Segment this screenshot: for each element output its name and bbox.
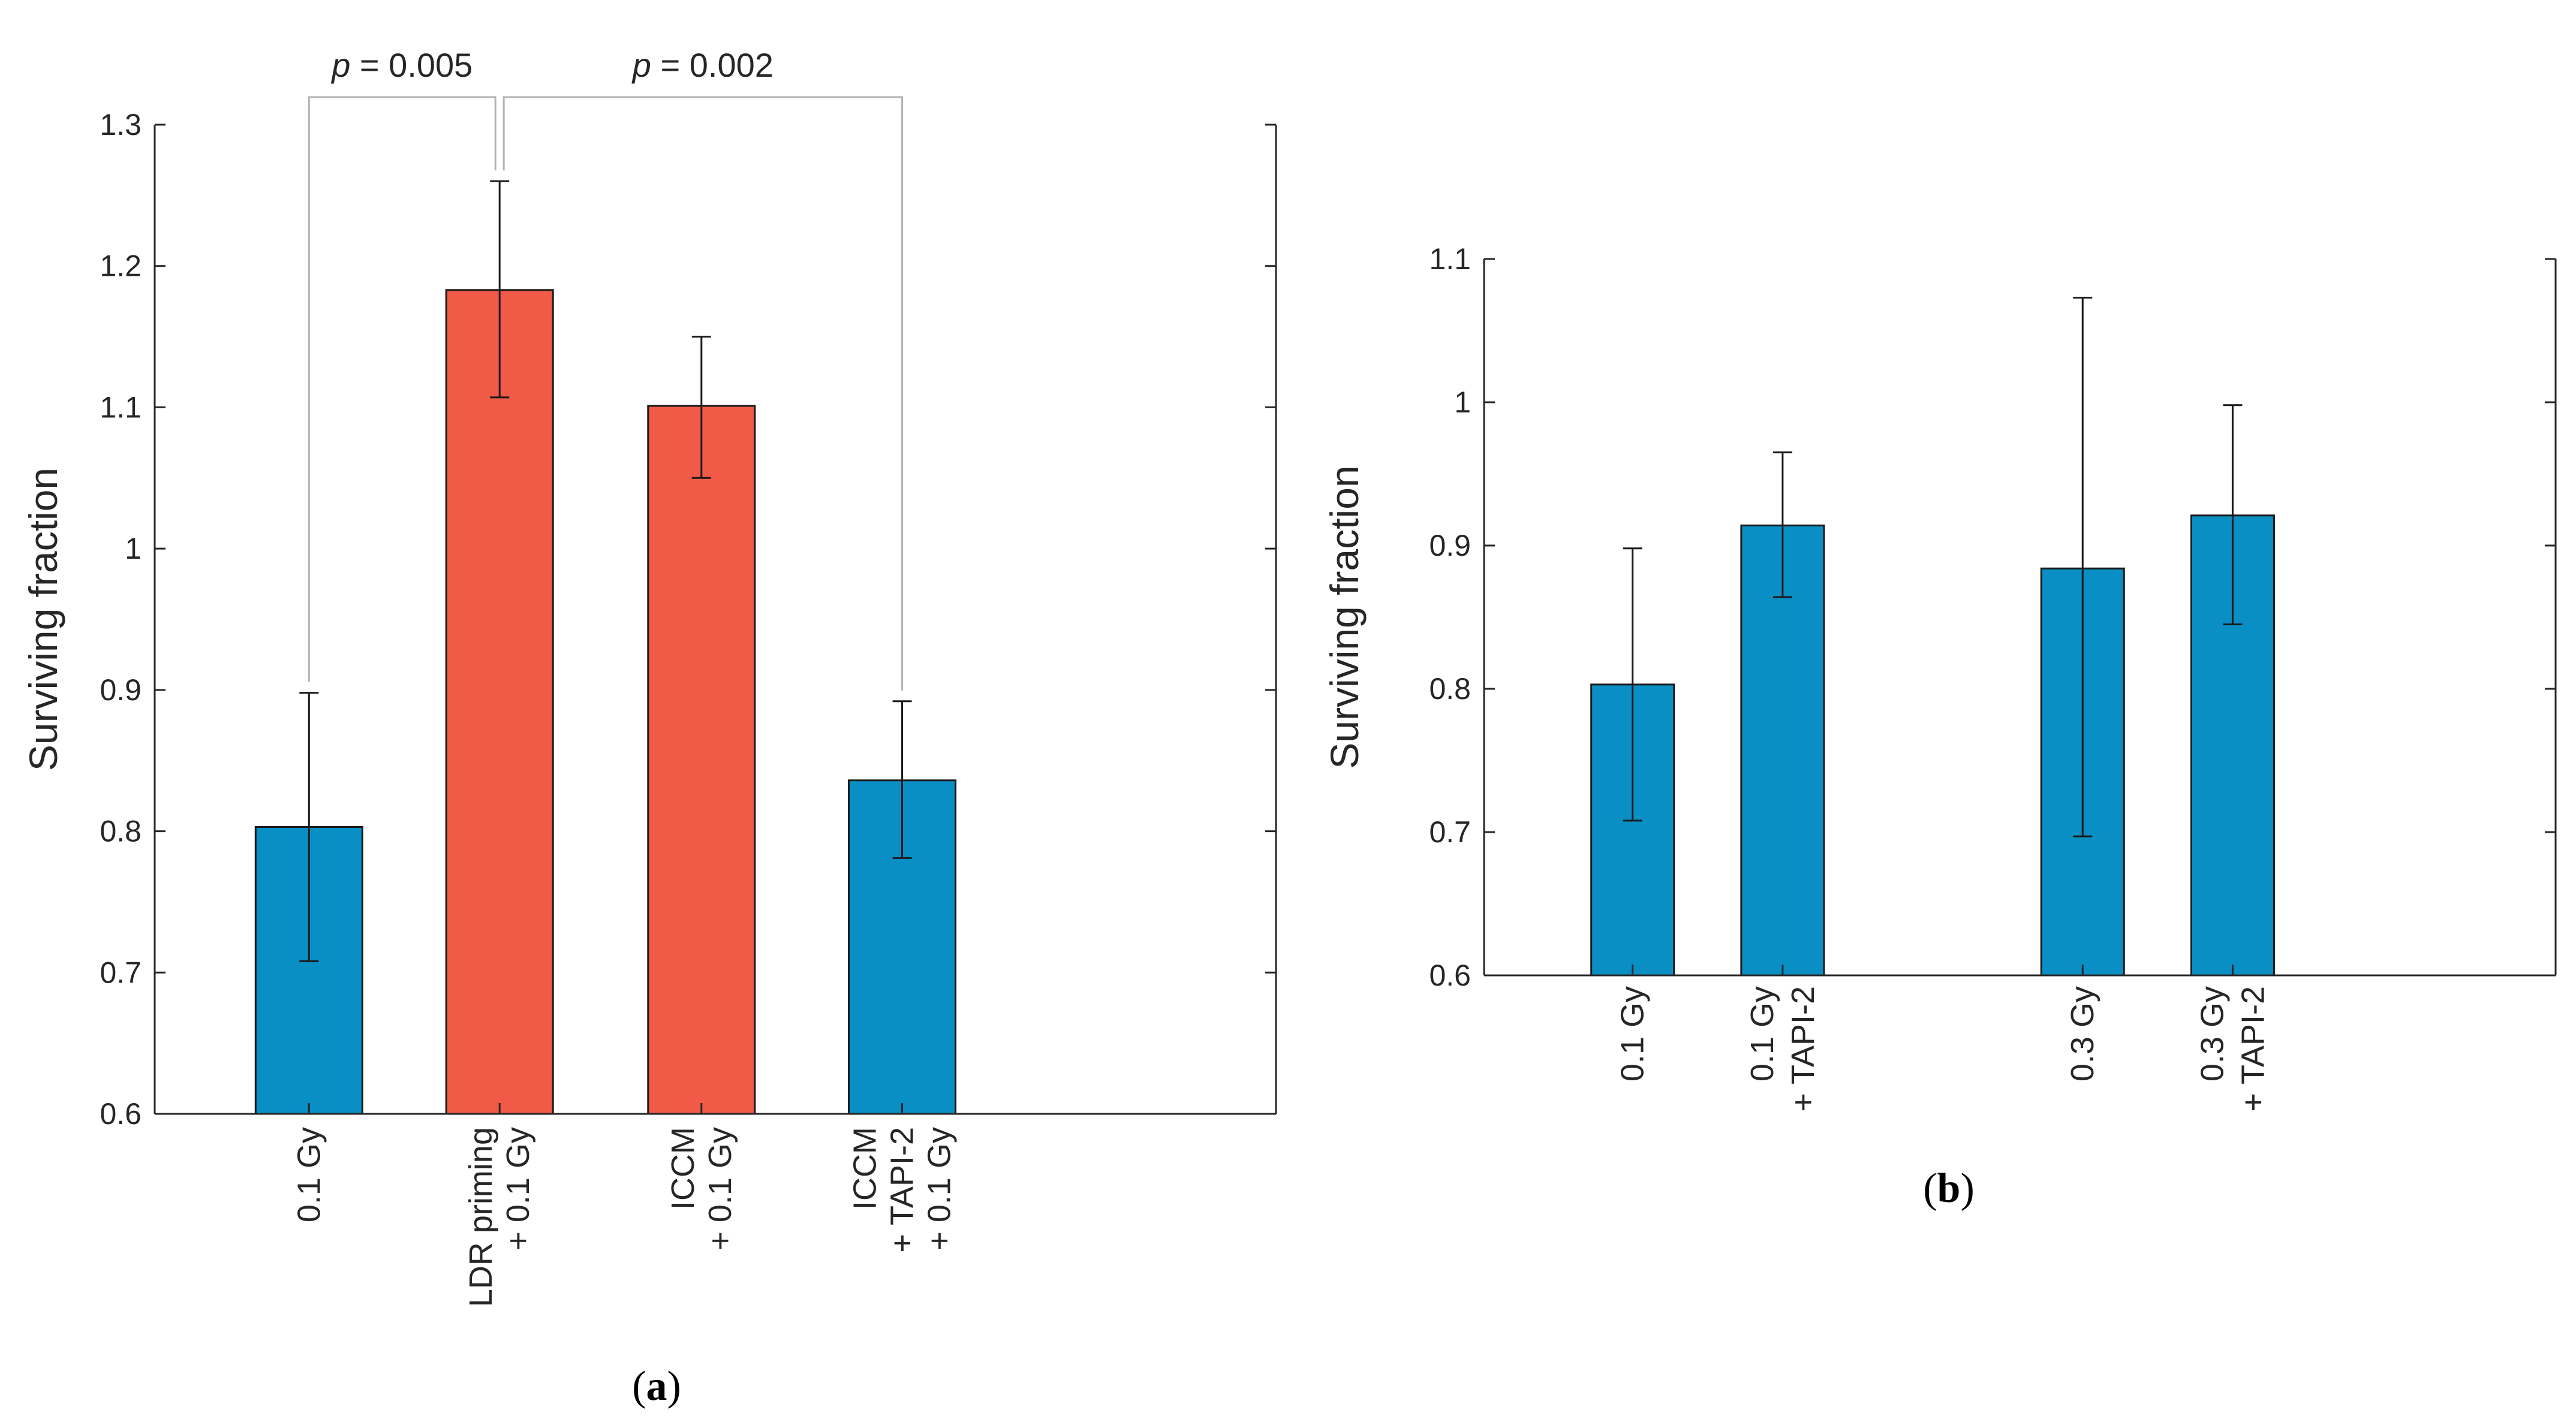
category-label-3-line-1: ICCM bbox=[665, 1127, 701, 1210]
category-label-2-line-1: 0.1 Gy bbox=[1744, 986, 1780, 1081]
error-bar-3 bbox=[2073, 297, 2093, 837]
panel-a-chart: 0.6 0.7 0.8 0.9 1 1.1 1.2 1.3 Surviving fraction… bbox=[21, 46, 1277, 1409]
p-value-label-1: p = 0.005 bbox=[330, 46, 473, 84]
category-label-2-line-2: + 0.1 Gy bbox=[500, 1127, 536, 1251]
y-tick-label-4: 1 bbox=[1454, 385, 1471, 419]
bar-2 bbox=[1740, 525, 1825, 977]
error-bar-4 bbox=[2223, 404, 2243, 625]
p-value-symbol-1: p bbox=[330, 46, 350, 84]
significance-bracket-1 bbox=[308, 96, 496, 682]
category-label-4-line-2: + TAPI-2 bbox=[2235, 986, 2271, 1112]
panel-letter: (a) bbox=[632, 1363, 681, 1409]
panel-b-chart: 0.6 0.7 0.8 0.9 1 1.1 Surviving fraction 0.1 Gy… bbox=[1322, 242, 2557, 1212]
panel-letter-close: ) bbox=[1960, 1165, 1974, 1212]
y-tick-label-3: 0.9 bbox=[100, 673, 142, 707]
p-value-symbol-2: p bbox=[631, 46, 651, 84]
category-label-3-line-1: 0.3 Gy bbox=[2065, 986, 2100, 1081]
p-value-text-2: = 0.002 bbox=[651, 46, 774, 84]
error-bar-2 bbox=[1772, 451, 1792, 598]
y-tick-label-0: 0.6 bbox=[1429, 959, 1471, 992]
error-bar-2 bbox=[490, 180, 510, 399]
y-tick-label-1: 0.7 bbox=[100, 956, 142, 989]
category-label-3-line-2: + 0.1 Gy bbox=[702, 1127, 738, 1251]
y-tick-label-5: 1.1 bbox=[100, 390, 142, 424]
category-label-1-line-1: 0.1 Gy bbox=[1615, 986, 1651, 1081]
category-label-2-line-1: LDR priming bbox=[463, 1127, 499, 1307]
category-label-4-line-2: + TAPI-2 bbox=[884, 1127, 920, 1253]
error-bar-1 bbox=[299, 692, 319, 962]
bar-2 bbox=[445, 289, 554, 1115]
category-label-2-line-2: + TAPI-2 bbox=[1785, 986, 1821, 1112]
y-tick-label-2: 0.8 bbox=[100, 815, 142, 848]
p-value-text-1: = 0.005 bbox=[350, 46, 473, 84]
category-label-1-line-1: 0.1 Gy bbox=[291, 1127, 327, 1222]
y-tick-label-4: 1 bbox=[125, 532, 142, 565]
y-tick-label-1: 0.7 bbox=[1429, 815, 1471, 849]
p-value-label-2: p = 0.002 bbox=[631, 46, 774, 84]
panel-letter-close: ) bbox=[667, 1363, 681, 1409]
panel-letter-open: ( bbox=[1923, 1165, 1937, 1212]
significance-bracket-2 bbox=[502, 96, 904, 691]
y-tick-label-3: 0.9 bbox=[1429, 529, 1471, 562]
error-bar-1 bbox=[1623, 547, 1642, 822]
panel-letter-value: a bbox=[646, 1363, 667, 1409]
panel-letter-value: b bbox=[1937, 1165, 1961, 1212]
category-label-4-line-1: ICCM bbox=[847, 1127, 883, 1210]
category-label-4-line-1: 0.3 Gy bbox=[2194, 986, 2230, 1081]
y-tick-label-5: 1.1 bbox=[1429, 242, 1471, 276]
panel-letter-open: ( bbox=[632, 1363, 646, 1409]
category-label-4-line-3: + 0.1 Gy bbox=[922, 1127, 958, 1251]
error-bar-3 bbox=[691, 336, 711, 479]
y-tick-label-2: 0.8 bbox=[1429, 672, 1471, 706]
bar-3 bbox=[647, 405, 756, 1115]
y-axis-title: Surviving fraction bbox=[1322, 465, 1367, 769]
y-tick-label-6: 1.2 bbox=[100, 249, 142, 283]
y-axis-title: Surviving fraction bbox=[21, 468, 65, 771]
panel-letter: (b) bbox=[1923, 1165, 1975, 1212]
error-bar-4 bbox=[892, 700, 912, 859]
y-tick-label-0: 0.6 bbox=[100, 1097, 142, 1131]
y-tick-label-7: 1.3 bbox=[100, 108, 142, 141]
